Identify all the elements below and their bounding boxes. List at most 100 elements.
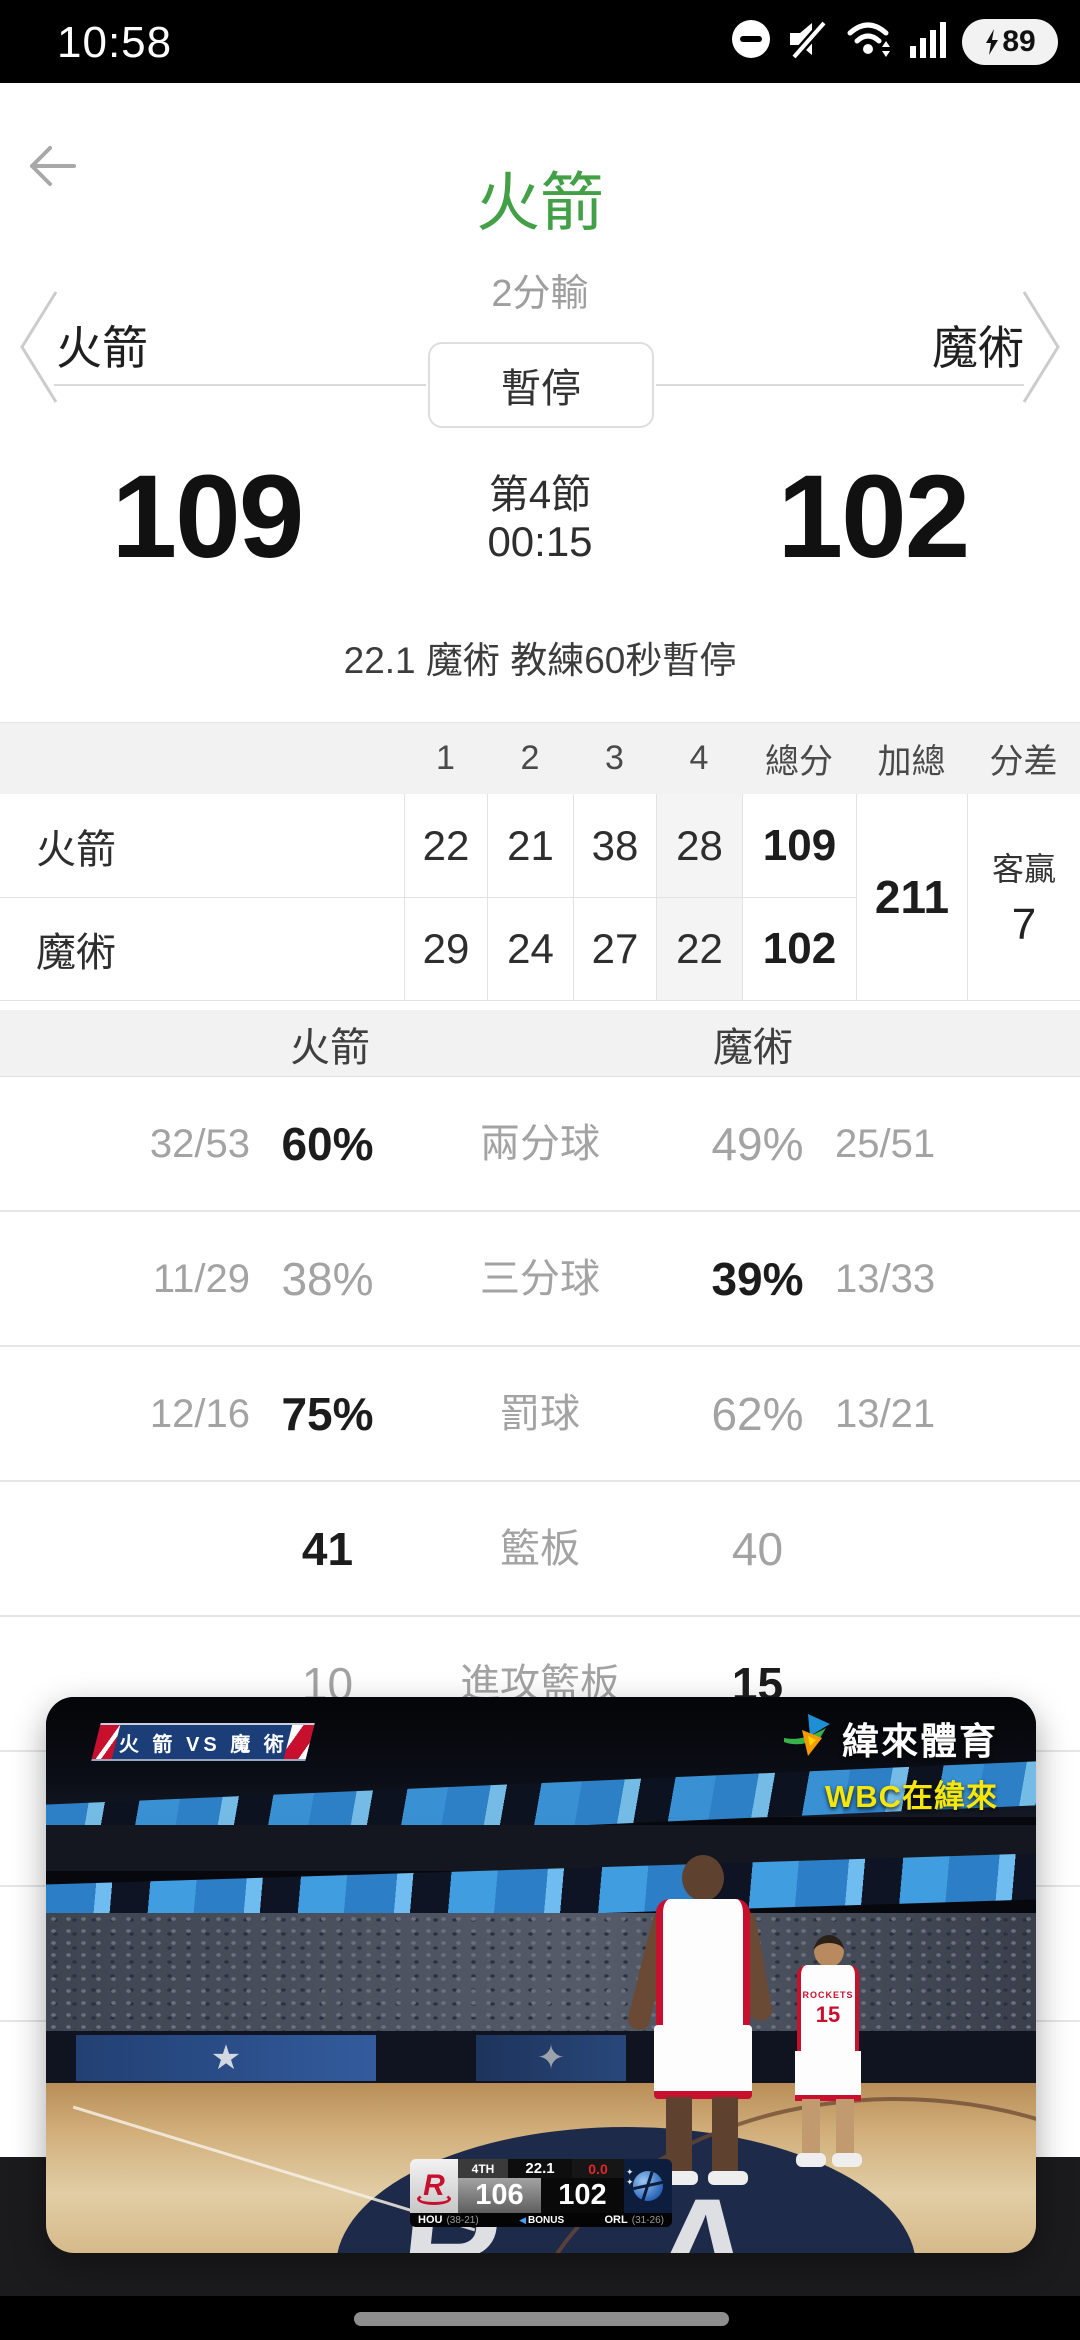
player-shoe: [708, 2171, 748, 2185]
stats-header-band: 火箭 魔術: [0, 1010, 1080, 1077]
player-shoe: [832, 2153, 862, 2167]
right-percentage: 62%: [711, 1388, 804, 1440]
jersey-team-text: ROCKETS: [802, 1990, 854, 2000]
video-player[interactable]: ★ ✦ R A ROCKETS 15 火 箭 VS 魔 術: [46, 1697, 1036, 2253]
rockets-ring: [417, 2193, 451, 2205]
jersey-number: 15: [815, 2002, 841, 2027]
right-value: 40: [731, 1523, 784, 1575]
table-cell: 38: [573, 794, 656, 897]
player-shoe: [796, 2153, 826, 2167]
table-row-team: 火箭: [0, 794, 404, 897]
left-made-attempted: 12/16: [149, 1392, 250, 1436]
right-team-name[interactable]: 魔術: [932, 322, 1024, 374]
stat-label: 籃板: [500, 1527, 580, 1571]
battery-percent: 89: [1002, 24, 1036, 58]
courtside-ad-panel: ✦: [476, 2035, 626, 2081]
bonus-arrow-icon: ◀: [519, 2214, 526, 2225]
player-figure-15: ROCKETS 15: [788, 1935, 868, 2175]
player-head: [814, 1935, 844, 1967]
broadcast-scorebug: R 4TH 22.1 0.0 106 102 ✦ ✦ HO: [410, 2159, 672, 2227]
home-indicator[interactable]: [354, 2312, 729, 2326]
spread-value: 7: [1011, 900, 1037, 949]
left-percentage: 38%: [281, 1253, 374, 1305]
chevron-right-icon[interactable]: [1018, 290, 1064, 409]
table-cell-total: 102: [742, 897, 856, 1000]
spread-label: 客贏: [991, 851, 1056, 887]
stat-row-free-throws: 12/16 75% 罰球 62% 13/21: [0, 1347, 1080, 1482]
bug-home-record: (38-21): [446, 2214, 479, 2226]
left-value: 41: [301, 1523, 354, 1575]
rockets-logo: R: [410, 2159, 458, 2213]
player-shorts: [795, 2051, 861, 2101]
left-percentage: 75%: [281, 1388, 374, 1440]
table-header-q3: 3: [573, 723, 656, 794]
right-percentage: 39%: [711, 1253, 804, 1305]
table-row-team: 魔術: [0, 897, 404, 1000]
bug-game-clock: 22.1: [508, 2159, 572, 2178]
table-cell-total: 109: [742, 794, 856, 897]
table-cell: 22: [656, 897, 742, 1000]
stat-label: 三分球: [480, 1257, 600, 1301]
spread-cell: 客贏 7: [967, 794, 1080, 1000]
right-made-attempted: 13/33: [835, 1257, 936, 1301]
magic-stars: ✦ ✦: [626, 2167, 634, 2187]
table-header-q2: 2: [487, 723, 573, 794]
player-leg: [712, 2097, 738, 2175]
bug-home-score: 106: [458, 2178, 541, 2213]
broadcaster-name: 緯來體育: [842, 1721, 998, 1762]
chevron-left-icon[interactable]: [16, 290, 62, 409]
combined-total-cell: 211: [856, 794, 967, 1000]
stats-right-team-label: 魔術: [713, 1025, 793, 1070]
stat-row-three-pointers: 11/29 38% 三分球 39% 13/33: [0, 1212, 1080, 1347]
table-header-empty: [0, 723, 404, 794]
left-percentage: 60%: [281, 1118, 374, 1170]
bug-away-abbr: ORL: [604, 2214, 628, 2226]
player-head: [682, 1855, 724, 1901]
match-subtitle: 2分輸: [491, 273, 589, 315]
bug-bonus-label: BONUS: [528, 2214, 565, 2226]
left-made-attempted: 11/29: [152, 1257, 250, 1301]
status-bar: 10:58 89: [0, 0, 1080, 83]
mute-icon: [786, 17, 832, 66]
battery-icon: 89: [962, 18, 1058, 65]
left-team-name[interactable]: 火箭: [56, 322, 148, 374]
home-score: 109: [111, 451, 305, 583]
right-made-attempted: 25/51: [835, 1122, 936, 1166]
broadcaster-bird-icon: [782, 1712, 834, 1765]
table-header-q1: 1: [404, 723, 487, 794]
match-banner: 火 箭 VS 魔 術: [91, 1723, 315, 1761]
bug-shot-clock: 0.0: [572, 2159, 624, 2178]
back-button[interactable]: [24, 138, 80, 199]
right-made-attempted: 13/21: [835, 1392, 936, 1436]
table-header-q4: 4: [656, 723, 742, 794]
period-label: 第4節: [488, 473, 592, 517]
stat-label: 兩分球: [480, 1122, 600, 1166]
game-status-button[interactable]: 暫停: [428, 342, 654, 428]
player-leg: [802, 2099, 820, 2157]
stats-left-team-label: 火箭: [290, 1025, 370, 1070]
do-not-disturb-icon: [730, 18, 772, 65]
divider: [656, 384, 1024, 386]
status-icons: 89: [730, 0, 1058, 83]
player-jersey: [656, 1899, 750, 2027]
player-figure: [625, 1855, 774, 2185]
arena-crowd: [46, 1913, 1036, 2031]
player-leg: [836, 2099, 854, 2157]
signal-icon: [910, 18, 948, 65]
courtside-ad-panel: ★: [76, 2035, 376, 2081]
right-percentage: 49%: [711, 1118, 804, 1170]
bug-away-score: 102: [541, 2178, 624, 2213]
broadcaster-watermark: 緯來體育 WBC在緯來: [782, 1711, 998, 1816]
page-title: 火箭: [476, 167, 604, 239]
stat-label: 罰球: [500, 1392, 580, 1436]
table-cell: 22: [404, 794, 487, 897]
match-banner-text: 火 箭 VS 魔 術: [118, 1733, 288, 1756]
magic-basketball: [633, 2171, 663, 2201]
away-score: 102: [777, 451, 971, 583]
player-jersey: ROCKETS 15: [797, 1965, 859, 2053]
magic-logo: ✦ ✦: [624, 2159, 672, 2213]
table-cell: 21: [487, 794, 573, 897]
wifi-icon: [846, 17, 896, 66]
divider: [54, 384, 426, 386]
table-cell: 24: [487, 897, 573, 1000]
